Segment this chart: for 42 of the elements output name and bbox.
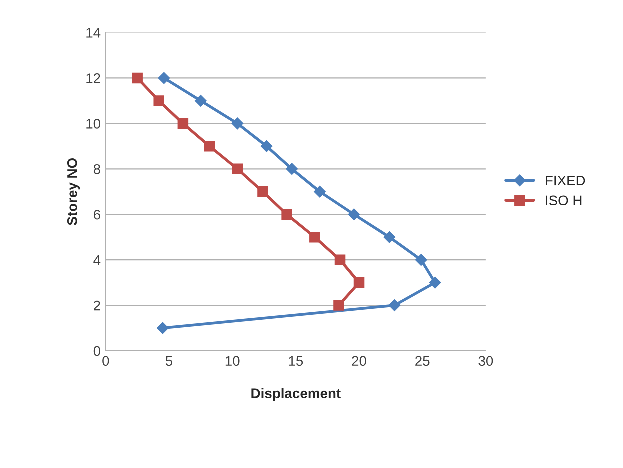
point: [334, 300, 344, 311]
point: [156, 322, 169, 334]
legend-label: ISO H: [546, 196, 582, 206]
x-tick-label: 5: [166, 356, 173, 366]
y-tick-label: 6: [94, 210, 100, 220]
x-tick-label: 0: [102, 356, 110, 366]
point: [384, 231, 396, 244]
point: [354, 277, 365, 288]
y-tick-label: 8: [94, 164, 100, 174]
x-tick-label: 15: [289, 356, 304, 366]
point: [258, 186, 268, 198]
point: [348, 208, 360, 221]
point: [260, 140, 273, 152]
y-tick-label: 14: [86, 28, 101, 38]
point: [334, 254, 346, 266]
point: [158, 72, 170, 84]
point: [204, 141, 216, 152]
y-tick-label: 12: [86, 74, 100, 84]
point: [132, 72, 143, 84]
point: [154, 96, 164, 106]
y-tick-label: 2: [94, 300, 100, 311]
point: [194, 95, 207, 107]
x-tick-label: 30: [478, 356, 494, 366]
x-tick-label: 25: [416, 356, 430, 366]
point: [415, 254, 428, 266]
legend-label: FIXED: [546, 176, 586, 186]
y-axis-title: Storey NO: [67, 158, 80, 226]
x-tick-label: 10: [226, 356, 240, 366]
point: [310, 232, 320, 243]
point: [232, 164, 244, 175]
x-axis-title: Displacement: [252, 388, 341, 402]
point: [314, 186, 326, 198]
y-tick-label: 0: [94, 346, 101, 356]
point: [429, 276, 442, 289]
y-tick-label: 4: [94, 256, 101, 266]
point: [178, 118, 189, 130]
y-tick-label: 10: [86, 119, 101, 129]
x-tick-label: 20: [352, 356, 366, 366]
point: [388, 300, 401, 312]
point: [286, 163, 298, 176]
point: [232, 118, 244, 130]
point: [282, 209, 292, 220]
